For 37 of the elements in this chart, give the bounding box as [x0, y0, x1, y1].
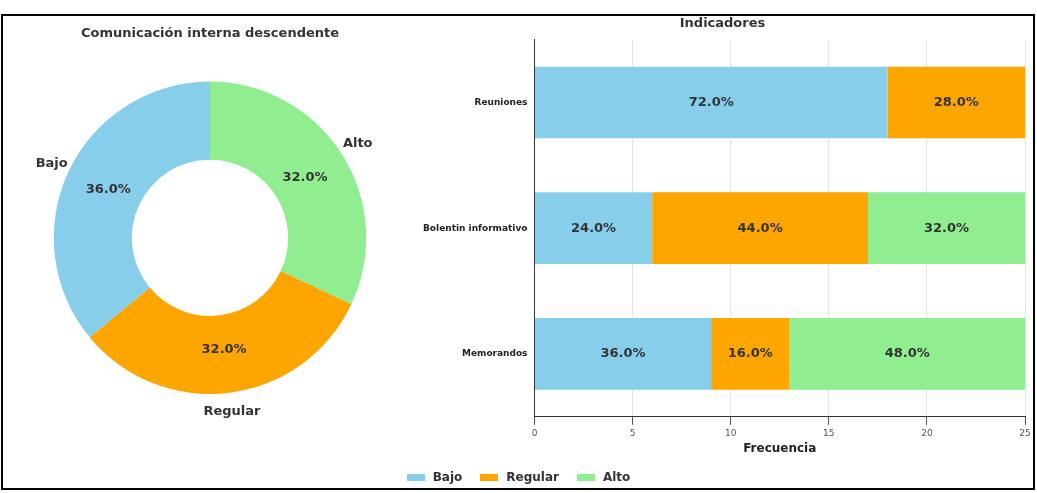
slice-label: Regular [203, 402, 262, 418]
x-axis-title: Frecuencia [743, 440, 817, 455]
slice-label: Bajo [35, 154, 68, 170]
x-tick-label: 20 [921, 427, 933, 438]
data-label: 32.0% [201, 340, 247, 356]
slice-label: Alto [342, 135, 373, 151]
legend-label: Regular [505, 470, 559, 484]
legend-label: Alto [601, 470, 631, 484]
bar [534, 192, 653, 265]
chart-title: Indicadores [679, 15, 766, 31]
annotation: 48.0% [884, 345, 930, 361]
legend-label: Bajo [431, 470, 463, 484]
y-tick-label: Bolentin informativo [423, 222, 528, 233]
x-tick-label: 5 [629, 427, 636, 438]
annotation: 72.0% [688, 93, 734, 109]
x-tick-label: 25 [1019, 427, 1031, 438]
bar [789, 318, 1025, 390]
x-tick-label: 10 [724, 427, 737, 438]
bar [652, 192, 869, 265]
annotation: 44.0% [737, 219, 783, 235]
x-tick-label: 0 [531, 427, 538, 438]
data-label: 32.0% [282, 168, 328, 184]
annotation: 36.0% [600, 345, 646, 361]
data-label: 36.0% [85, 181, 131, 197]
annotation: 24.0% [571, 219, 617, 235]
x-tick-label: 15 [823, 427, 835, 438]
annotation: 28.0% [933, 93, 979, 109]
y-tick-label: Reuniones [474, 96, 528, 107]
annotation: 16.0% [727, 345, 773, 361]
bar [534, 318, 712, 390]
chart-title: Comunicación interna descendente [80, 25, 340, 41]
bar [887, 66, 1025, 139]
y-tick-label: Memorandos [461, 348, 528, 359]
bar [534, 66, 888, 139]
annotation: 32.0% [923, 219, 970, 235]
bar [711, 318, 790, 390]
bar [868, 192, 1025, 265]
